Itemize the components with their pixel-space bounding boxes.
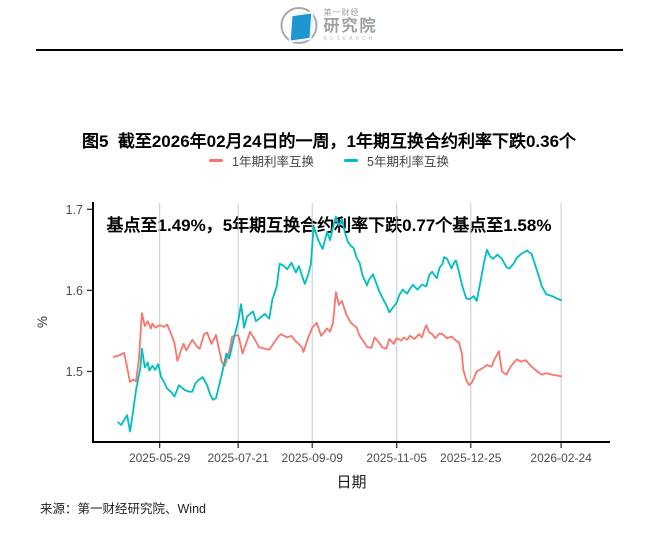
logo-circle-icon xyxy=(280,6,318,44)
x-tick-label: 2025-09-09 xyxy=(282,451,344,465)
chart-legend: 1年期利率互换 5年期利率互换 xyxy=(0,151,658,170)
x-tick-label: 2025-12-25 xyxy=(440,451,502,465)
legend-item-5y-swap: 5年期利率互换 xyxy=(344,151,449,170)
legend-label-1y-swap: 1年期利率互换 xyxy=(232,155,314,169)
header-divider xyxy=(36,49,623,51)
legend-item-1y-swap: 1年期利率互换 xyxy=(209,151,314,170)
figure-caption: 图5 截至2026年02月24日的一周，1年期互换合约利率下跌0.36个 基点至… xyxy=(18,72,640,296)
logo-text: 第一财经 研究院 RESEARCH xyxy=(323,7,378,42)
logo-brand-small: 第一财经 xyxy=(323,7,360,17)
y-tick-label: 1.6 xyxy=(66,284,83,298)
legend-swatch-1y-swap xyxy=(209,159,224,162)
source-note: 来源：第一财经研究院、Wind xyxy=(40,502,206,516)
x-tick-label: 2025-07-21 xyxy=(207,451,269,465)
legend-label-5y-swap: 5年期利率互换 xyxy=(367,155,449,169)
legend-swatch-5y-swap xyxy=(344,159,358,162)
logo-brand-sub: RESEARCH xyxy=(323,35,376,42)
y-tick-label: 1.7 xyxy=(66,203,83,217)
figure-caption-line1: 图5 截至2026年02月24日的一周，1年期互换合约利率下跌0.36个 xyxy=(81,132,577,151)
x-tick-label: 2026-02-24 xyxy=(530,451,592,465)
logo-brand-large: 研究院 xyxy=(323,17,378,35)
x-tick-label: 2025-05-29 xyxy=(129,451,191,465)
y-tick-label: 1.5 xyxy=(66,365,83,379)
series-line-1y-swap xyxy=(112,291,562,387)
y-axis-title: % xyxy=(35,316,50,328)
figure-caption-line2: 基点至1.49%，5年期互换合约利率下跌0.77个基点至1.58% xyxy=(106,216,552,235)
yicai-research-logo: 第一财经 研究院 RESEARCH xyxy=(280,3,377,47)
x-tick-label: 2025-11-05 xyxy=(366,451,427,465)
x-axis-title: 日期 xyxy=(336,474,366,491)
series-line-5y-swap xyxy=(117,215,562,433)
